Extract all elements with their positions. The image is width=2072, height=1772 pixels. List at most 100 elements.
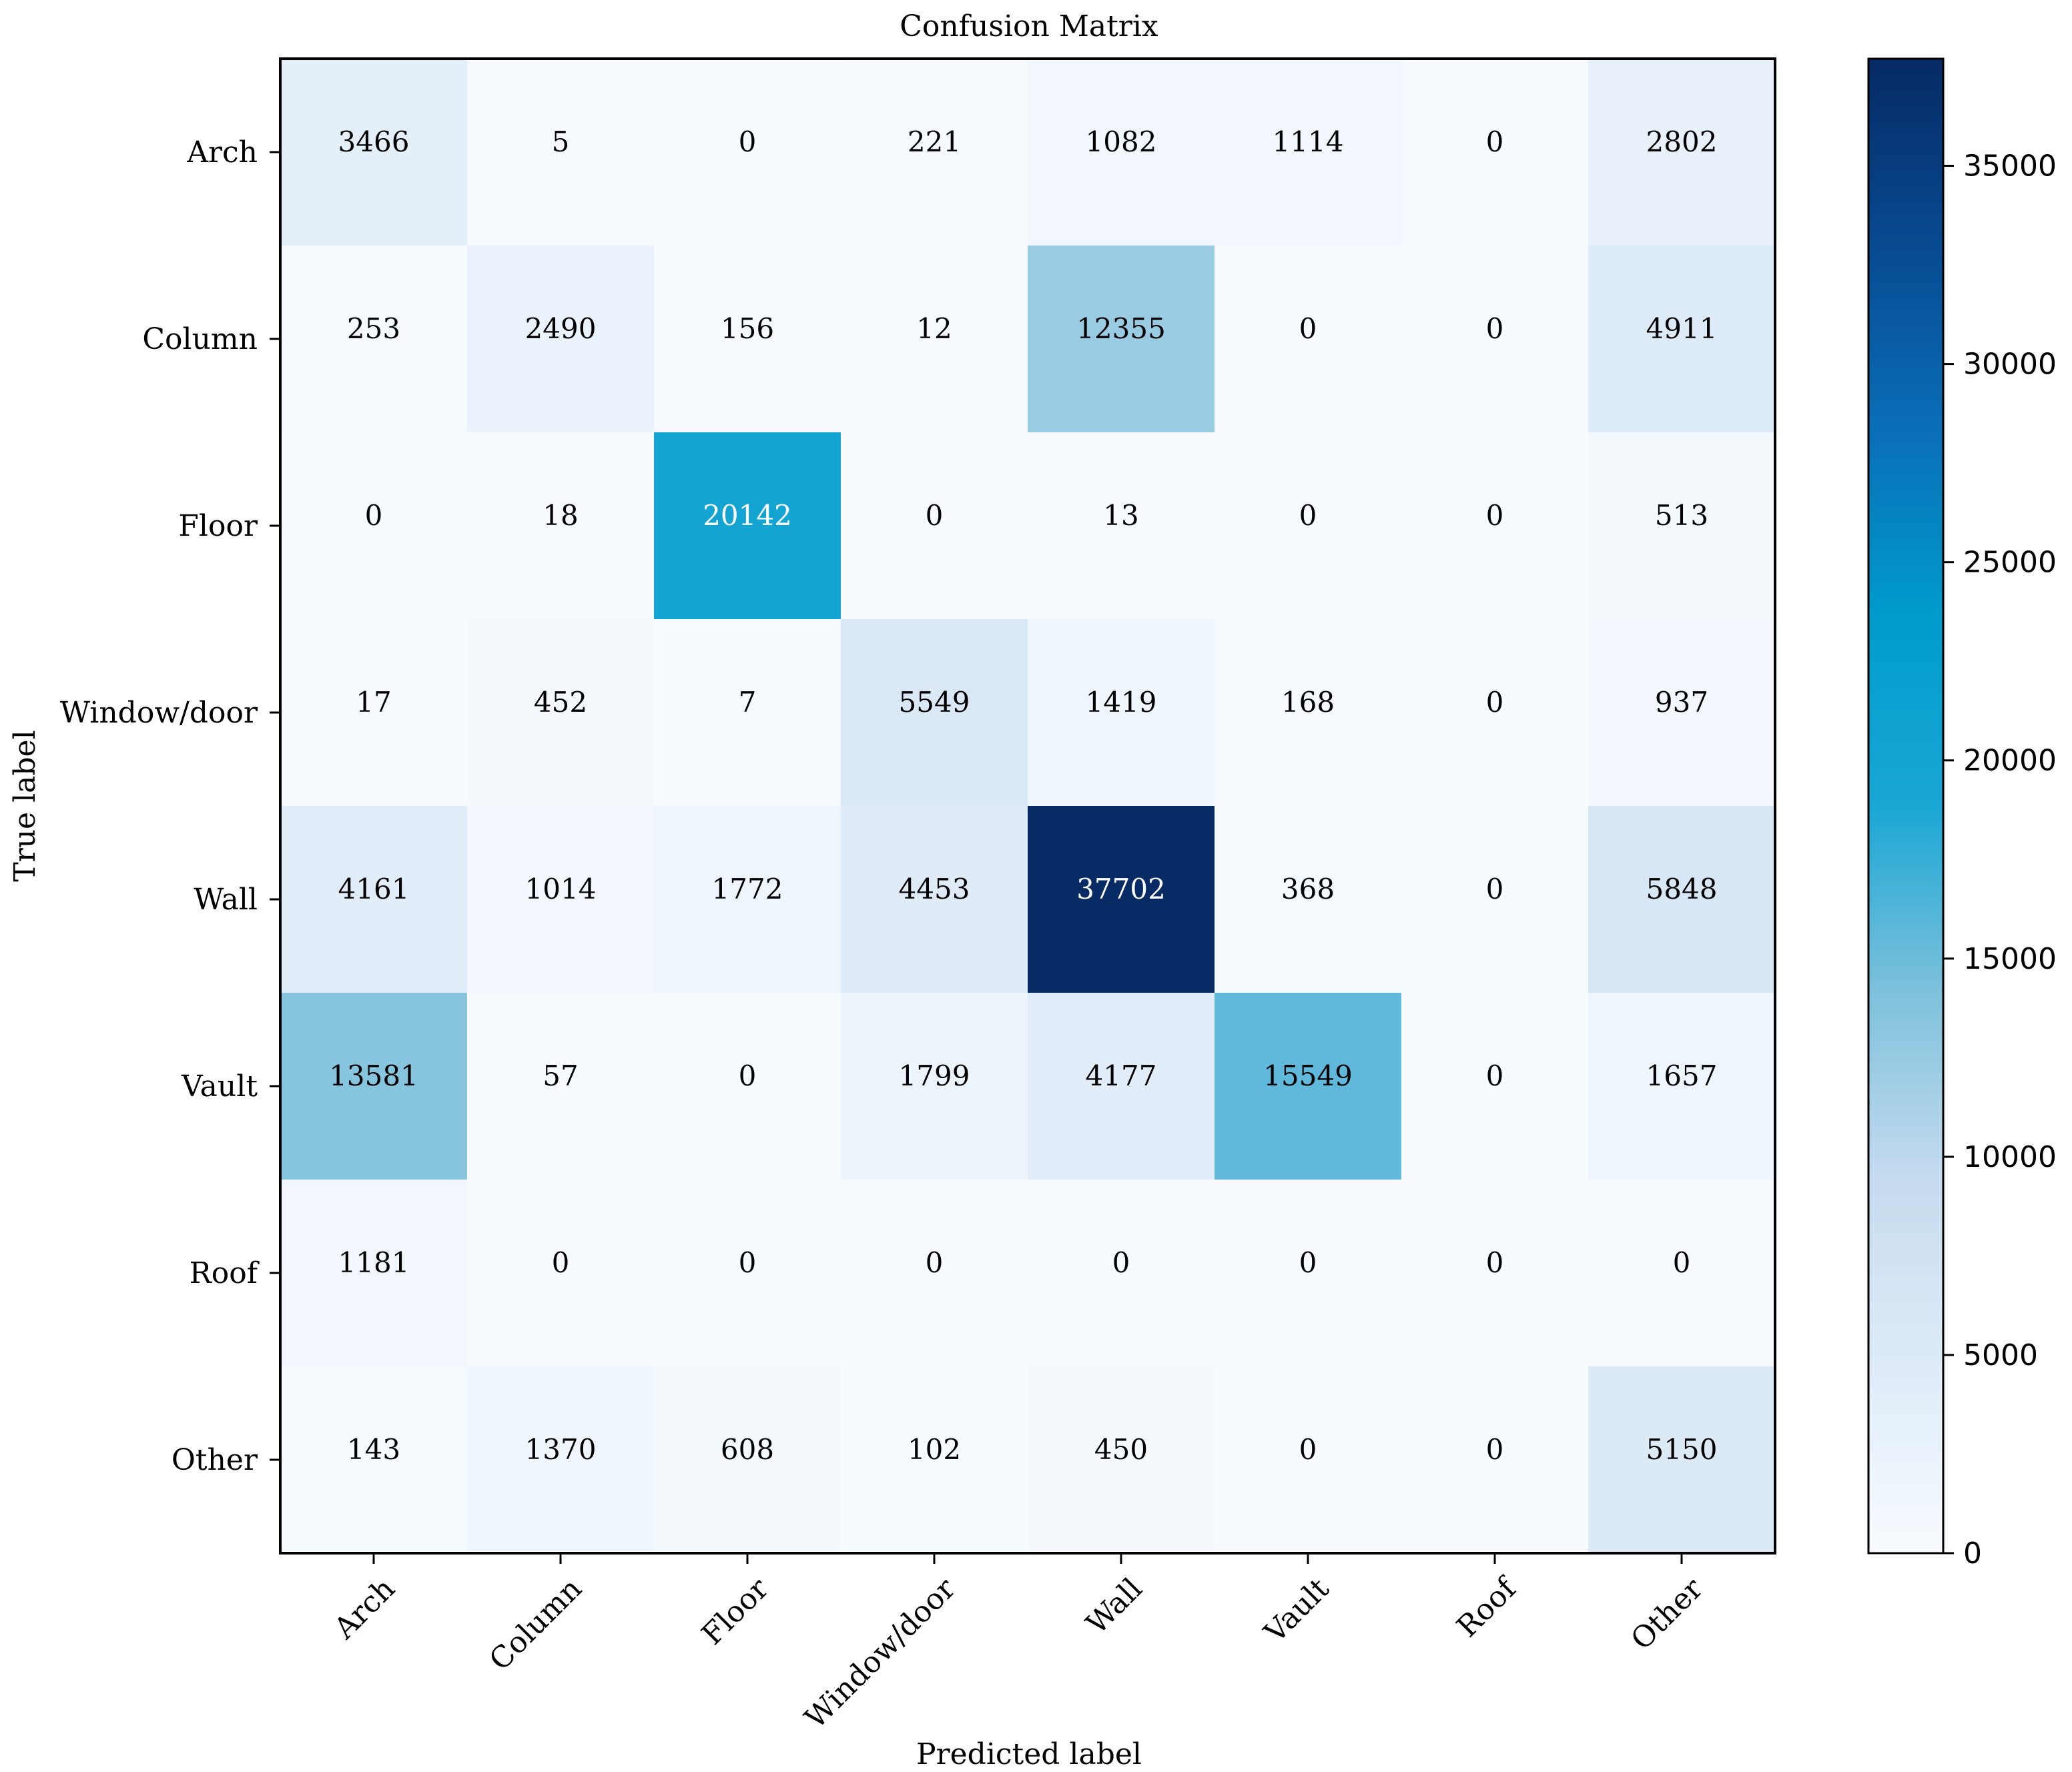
cell-value-label: 5549 (899, 686, 970, 719)
heatmap-cell (280, 993, 468, 1180)
cell-value-label: 12 (916, 312, 952, 345)
cell-value-label: 102 (908, 1433, 961, 1466)
cell-value-label: 608 (721, 1433, 774, 1466)
x-tick-label: Vault (1257, 1571, 1336, 1650)
colorbar-tick-label: 25000 (1963, 546, 2057, 580)
cell-value-label: 221 (908, 125, 961, 158)
cell-value-label: 513 (1655, 499, 1708, 532)
colorbar-tick-label: 10000 (1963, 1140, 2057, 1174)
colorbar-tick-label: 35000 (1963, 149, 2057, 183)
heatmap-cell (1215, 619, 1402, 807)
cell-value-label: 0 (1112, 1246, 1130, 1279)
heatmap-cell (467, 806, 655, 993)
x-tick-label: Wall (1080, 1572, 1149, 1641)
heatmap-cell (1215, 246, 1402, 433)
heatmap-cell (1028, 432, 1215, 620)
cell-value-label: 0 (1486, 125, 1504, 158)
heatmap-cell (841, 59, 1028, 246)
cell-value-label: 4161 (338, 873, 410, 905)
cell-value-label: 1772 (712, 873, 783, 905)
cell-value-label: 3466 (338, 125, 410, 158)
heatmap-cell (1028, 1366, 1215, 1554)
cell-value-label: 0 (1486, 873, 1504, 905)
cell-value-label: 18 (543, 499, 578, 532)
cell-value-label: 0 (926, 499, 944, 532)
cell-value-label: 17 (356, 686, 391, 719)
heatmap-cell (467, 1180, 655, 1367)
cell-value-label: 1082 (1086, 125, 1157, 158)
heatmap-cell (280, 619, 468, 807)
cell-value-label: 13 (1103, 499, 1138, 532)
heatmap-cell (1215, 993, 1402, 1180)
cell-value-label: 0 (1486, 1059, 1504, 1092)
cell-value-label: 15549 (1263, 1059, 1353, 1092)
cell-value-label: 1014 (525, 873, 597, 905)
heatmap-cell (1588, 993, 1776, 1180)
y-tick-label: Roof (190, 1256, 260, 1290)
cell-value-label: 5150 (1646, 1433, 1718, 1466)
cell-value-label: 0 (1486, 499, 1504, 532)
heatmap-cell (1588, 619, 1776, 807)
cell-value-label: 168 (1281, 686, 1335, 719)
colorbar-ticks: 0 5000 10000 15000 20000 25000 30000 35000 (1943, 149, 2057, 1571)
colorbar-tick-label: 30000 (1963, 348, 2057, 382)
cell-value-label: 0 (926, 1246, 944, 1279)
cell-value-label: 0 (365, 499, 383, 532)
heatmap-cell (280, 59, 468, 246)
cell-value-label: 2490 (525, 312, 597, 345)
heatmap-cell (654, 432, 841, 620)
heatmap-cell (1401, 59, 1589, 246)
y-tick-label: Floor (178, 509, 258, 543)
cell-value-label: 4911 (1646, 312, 1718, 345)
heatmap-cell (1588, 59, 1776, 246)
cell-value-label: 37702 (1076, 873, 1166, 905)
x-tick-label: Other (1624, 1571, 1710, 1657)
y-tick-label: Column (142, 322, 258, 356)
y-axis-label: True label (8, 730, 42, 881)
heatmap-cell (1028, 619, 1215, 807)
heatmap-cell (467, 432, 655, 620)
cell-value-label: 5848 (1646, 873, 1718, 905)
y-axis-ticks: Arch Column Floor Window/door Wall Vault Roof O… (60, 135, 280, 1477)
heatmap-cell (1588, 246, 1776, 433)
heatmap-cell (841, 246, 1028, 433)
x-axis-ticks: Arch Column Floor Window/door Wall Vault Roof O… (327, 1553, 1710, 1735)
colorbar-tick-label: 0 (1963, 1536, 1982, 1571)
x-tick-label: Window/door (798, 1571, 962, 1735)
cell-value-label: 0 (739, 1059, 757, 1092)
heatmap-cells (280, 59, 1776, 1554)
cell-value-label: 20142 (703, 499, 792, 532)
heatmap-cell (280, 432, 468, 620)
cell-value-label: 0 (1486, 312, 1504, 345)
heatmap-cell (1215, 1366, 1402, 1554)
heatmap-cell (1401, 993, 1589, 1180)
cell-value-label: 0 (552, 1246, 570, 1279)
heatmap-cell (467, 619, 655, 807)
y-tick-label: Vault (181, 1069, 258, 1103)
heatmap-cell (1028, 993, 1215, 1180)
heatmap-cell (1588, 432, 1776, 620)
y-tick-label: Other (171, 1443, 258, 1477)
cell-value-label: 0 (1673, 1246, 1691, 1279)
cell-value-label: 13581 (329, 1059, 418, 1092)
heatmap-cell (654, 1180, 841, 1367)
cell-value-label: 4177 (1086, 1059, 1157, 1092)
heatmap-cell (1401, 806, 1589, 993)
heatmap-cell (1401, 432, 1589, 620)
heatmap-cell (1401, 1366, 1589, 1554)
heatmap-cell (654, 993, 841, 1180)
colorbar-tick-label: 15000 (1963, 942, 2057, 976)
cell-value-label: 1657 (1646, 1059, 1718, 1092)
cell-value-label: 937 (1655, 686, 1708, 719)
cell-value-label: 1370 (525, 1433, 597, 1466)
chart-title: Confusion Matrix (900, 9, 1158, 43)
heatmap-cell (467, 1366, 655, 1554)
cell-value-label: 7 (739, 686, 757, 719)
heatmap-cell (280, 246, 468, 433)
x-tick-label: Roof (1450, 1571, 1523, 1644)
heatmap-cell (841, 1180, 1028, 1367)
heatmap-cell (280, 806, 468, 993)
heatmap-cell-labels: 3466 5 0 221 1082 1114 0 2802 253 2490 156 12 12355 0… (329, 125, 1717, 1466)
heatmap-cell (654, 59, 841, 246)
